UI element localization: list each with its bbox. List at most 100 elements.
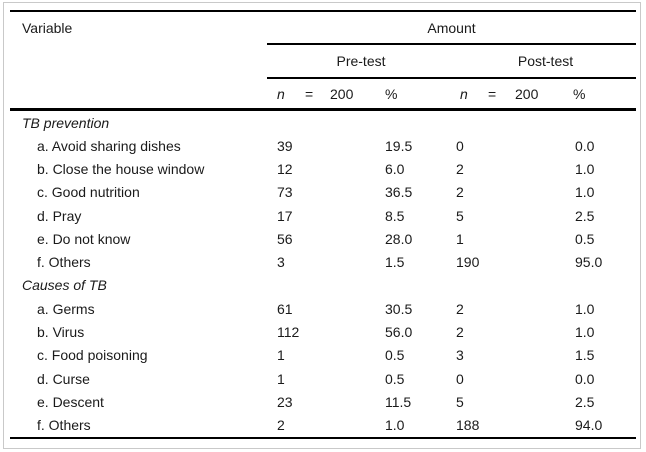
column-header-amount: Amount bbox=[427, 19, 476, 36]
cell-posttest-n: 5 bbox=[456, 393, 464, 410]
cell-posttest-n: 2 bbox=[456, 324, 464, 341]
table-row: e. Do not know 56 28.0 1 0.5 bbox=[10, 227, 636, 250]
table-row: d. Curse 1 0.5 0 0.0 bbox=[10, 367, 636, 390]
pretest-sample-header: n = 200 % bbox=[267, 86, 455, 102]
cell-posttest-pct: 1.0 bbox=[575, 161, 595, 178]
results-table: Variable Amount Pre-test Post-test n = 2… bbox=[10, 10, 636, 439]
row-label: b. Close the house window bbox=[37, 161, 205, 178]
table-row: e. Descent 23 11.5 5 2.5 bbox=[10, 390, 636, 413]
cell-pretest-n: 17 bbox=[277, 207, 293, 224]
table-row: a. Germs 61 30.5 2 1.0 bbox=[10, 297, 636, 320]
header-row-3: n = 200 % n = 200 % bbox=[10, 79, 636, 108]
cell-posttest-pct: 2.5 bbox=[575, 393, 595, 410]
pretest-equals-sign: = bbox=[305, 85, 314, 102]
row-label: e. Descent bbox=[37, 393, 104, 410]
cell-pretest-n: 3 bbox=[277, 254, 285, 271]
row-label: e. Do not know bbox=[37, 230, 131, 247]
table-row: b. Close the house window 12 6.0 2 1.0 bbox=[10, 158, 636, 181]
cell-pretest-pct: 56.0 bbox=[385, 324, 413, 341]
cell-posttest-n: 2 bbox=[456, 300, 464, 317]
posttest-equals-sign: = bbox=[488, 85, 497, 102]
cell-pretest-pct: 28.0 bbox=[385, 230, 413, 247]
row-label: a. Avoid sharing dishes bbox=[37, 137, 181, 154]
cell-pretest-n: 23 bbox=[277, 393, 293, 410]
row-label: c. Food poisoning bbox=[37, 347, 148, 364]
cell-posttest-pct: 1.0 bbox=[575, 184, 595, 201]
cell-pretest-n: 56 bbox=[277, 230, 293, 247]
cell-posttest-n: 188 bbox=[456, 417, 480, 434]
column-header-variable: Variable bbox=[22, 19, 73, 36]
subgroup-underline-rule bbox=[267, 77, 636, 79]
pretest-n-symbol: n bbox=[277, 85, 285, 102]
cell-posttest-n: 2 bbox=[456, 184, 464, 201]
section-title: Causes of TB bbox=[22, 277, 107, 294]
table-top-rule bbox=[10, 10, 636, 12]
column-header-posttest: Post-test bbox=[517, 53, 574, 69]
posttest-percent-sign: % bbox=[573, 85, 586, 102]
cell-pretest-n: 2 bbox=[277, 417, 285, 434]
header-row-1: Variable Amount bbox=[10, 12, 636, 43]
section-header-row: Causes of TB bbox=[10, 274, 636, 297]
cell-pretest-pct: 19.5 bbox=[385, 137, 413, 154]
table-row: b. Virus 112 56.0 2 1.0 bbox=[10, 320, 636, 343]
section-title: TB prevention bbox=[22, 114, 110, 131]
cell-posttest-pct: 0.5 bbox=[575, 230, 595, 247]
cell-pretest-pct: 6.0 bbox=[385, 161, 405, 178]
cell-pretest-pct: 30.5 bbox=[385, 300, 413, 317]
column-header-pretest: Pre-test bbox=[336, 53, 386, 69]
cell-posttest-n: 3 bbox=[456, 347, 464, 364]
pretest-percent-sign: % bbox=[385, 85, 398, 102]
cell-posttest-n: 190 bbox=[456, 254, 480, 271]
cell-pretest-pct: 11.5 bbox=[385, 393, 412, 410]
table-row: c. Food poisoning 1 0.5 3 1.5 bbox=[10, 344, 636, 367]
cell-posttest-n: 2 bbox=[456, 161, 464, 178]
table-row: f. Others 2 1.0 188 94.0 bbox=[10, 413, 636, 436]
cell-pretest-pct: 1.5 bbox=[385, 254, 405, 271]
cell-pretest-n: 1 bbox=[277, 370, 285, 387]
cell-posttest-n: 0 bbox=[456, 137, 464, 154]
cell-posttest-pct: 1.5 bbox=[575, 347, 595, 364]
cell-posttest-pct: 95.0 bbox=[575, 254, 603, 271]
row-label: d. Curse bbox=[37, 370, 90, 387]
cell-posttest-pct: 1.0 bbox=[575, 300, 595, 317]
posttest-n-symbol: n bbox=[460, 85, 468, 102]
row-label: a. Germs bbox=[37, 300, 95, 317]
cell-pretest-pct: 0.5 bbox=[385, 370, 405, 387]
cell-pretest-pct: 8.5 bbox=[385, 207, 405, 224]
posttest-sample-header: n = 200 % bbox=[455, 86, 636, 102]
table-row: d. Pray 17 8.5 5 2.5 bbox=[10, 204, 636, 227]
cell-pretest-n: 39 bbox=[277, 137, 293, 154]
cell-pretest-n: 112 bbox=[277, 324, 300, 341]
row-label: f. Others bbox=[37, 254, 91, 271]
header-row-2: Pre-test Post-test bbox=[10, 45, 636, 77]
cell-pretest-n: 1 bbox=[277, 347, 285, 364]
cell-pretest-n: 12 bbox=[277, 161, 293, 178]
cell-pretest-pct: 0.5 bbox=[385, 347, 405, 364]
pretest-sample-size: 200 bbox=[330, 85, 354, 102]
table-body: TB prevention a. Avoid sharing dishes 39… bbox=[10, 111, 636, 437]
cell-posttest-pct: 0.0 bbox=[575, 137, 595, 154]
table-bottom-rule bbox=[10, 436, 636, 439]
row-label: b. Virus bbox=[37, 324, 85, 341]
cell-pretest-n: 61 bbox=[277, 300, 293, 317]
cell-posttest-n: 0 bbox=[456, 370, 464, 387]
table-row: c. Good nutrition 73 36.5 2 1.0 bbox=[10, 181, 636, 204]
table-row: a. Avoid sharing dishes 39 19.5 0 0.0 bbox=[10, 134, 636, 157]
section-header-row: TB prevention bbox=[10, 111, 636, 134]
cell-pretest-n: 73 bbox=[277, 184, 293, 201]
row-label: f. Others bbox=[37, 417, 91, 434]
cell-posttest-n: 5 bbox=[456, 207, 464, 224]
cell-pretest-pct: 36.5 bbox=[385, 184, 413, 201]
amount-underline-rule bbox=[267, 43, 636, 45]
cell-pretest-pct: 1.0 bbox=[385, 417, 405, 434]
cell-posttest-pct: 94.0 bbox=[575, 417, 603, 434]
row-label: c. Good nutrition bbox=[37, 184, 140, 201]
cell-posttest-pct: 0.0 bbox=[575, 370, 595, 387]
cell-posttest-pct: 2.5 bbox=[575, 207, 595, 224]
header-body-separator-rule bbox=[10, 108, 636, 111]
cell-posttest-pct: 1.0 bbox=[575, 324, 595, 341]
table-row: f. Others 3 1.5 190 95.0 bbox=[10, 251, 636, 274]
posttest-sample-size: 200 bbox=[515, 85, 539, 102]
cell-posttest-n: 1 bbox=[456, 230, 464, 247]
